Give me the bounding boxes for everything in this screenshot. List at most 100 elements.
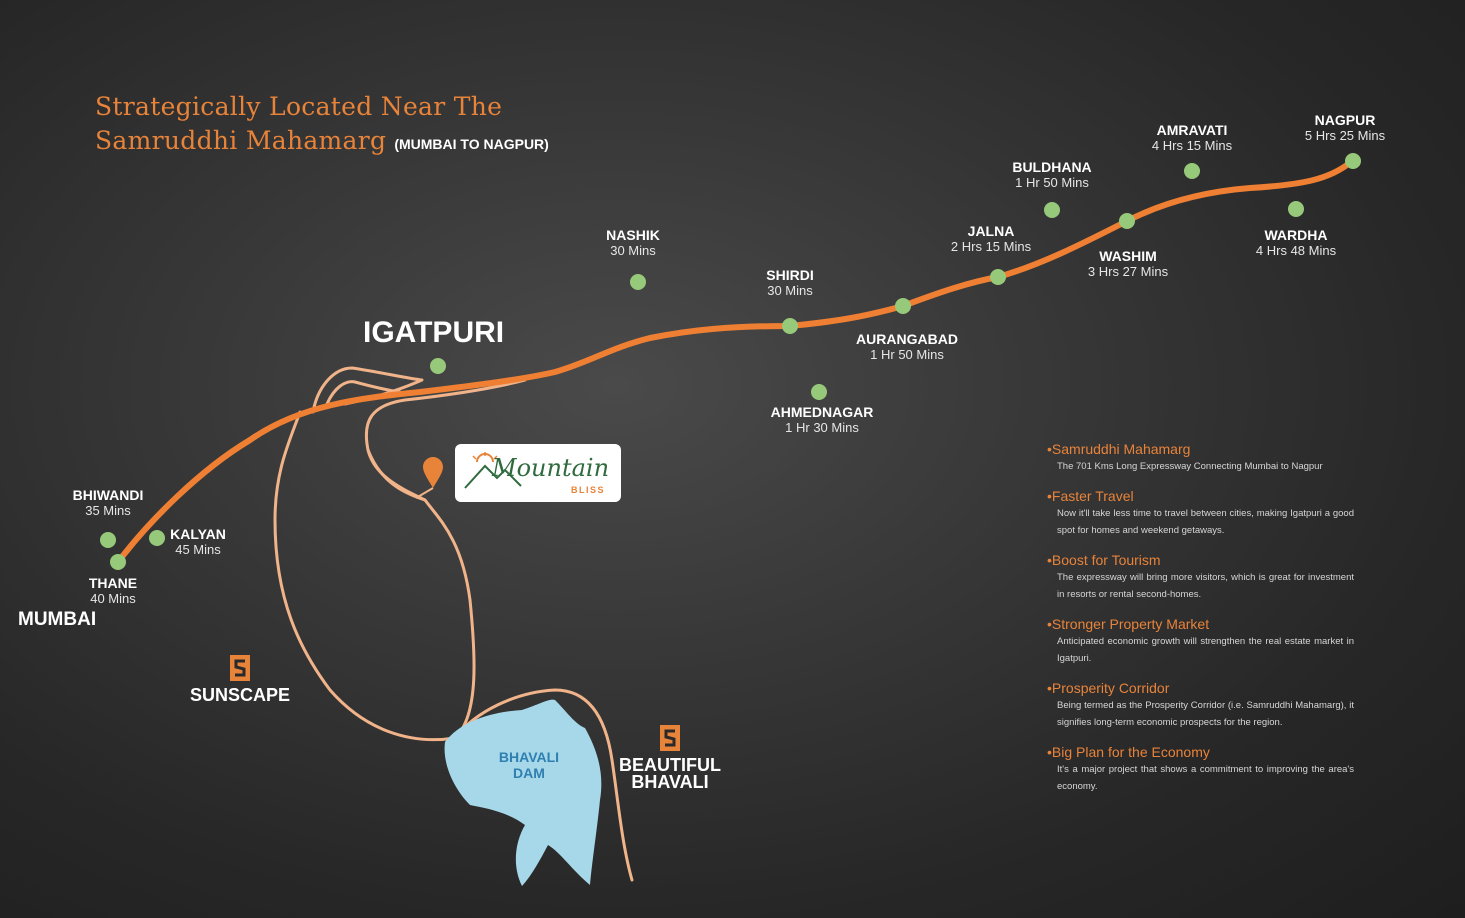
place-time: 1 Hr 50 Mins	[1015, 175, 1089, 190]
place-name: NASHIK	[606, 227, 660, 243]
title-line-1: Strategically Located Near The	[95, 92, 503, 121]
jalna-dot[interactable]	[990, 269, 1006, 285]
benefit-description: The expressway will bring more visitors,…	[1057, 572, 1354, 600]
logo-submark: BLISS	[571, 485, 606, 495]
igatpuri-label: IGATPURI	[363, 316, 505, 349]
place-name: WASHIM	[1099, 248, 1157, 264]
local-road-main-loop	[273, 378, 527, 742]
place-time: 40 Mins	[90, 591, 136, 606]
place-time: 4 Hrs 15 Mins	[1151, 138, 1233, 153]
nagpur-dot[interactable]	[1345, 153, 1361, 169]
benefit-description: It's a major project that shows a commit…	[1057, 764, 1354, 792]
amravati-dot[interactable]	[1184, 163, 1200, 179]
place-nagpur: NAGPUR 5 Hrs 25 Mins	[1305, 112, 1385, 144]
benefit-description: Anticipated economic growth will strengt…	[1057, 636, 1354, 664]
aurangabad-dot[interactable]	[895, 298, 911, 314]
samruddhi-expressway-route	[115, 158, 1355, 565]
logo-wordmark: Mountain	[492, 454, 610, 482]
place-bhiwandi: BHIWANDI 35 Mins	[73, 487, 144, 519]
place-ahmednagar: AHMEDNAGAR 1 Hr 30 Mins	[771, 404, 874, 436]
place-shirdi: SHIRDI 30 Mins	[766, 267, 813, 299]
benefit-description: Being termed as the Prosperity Corridor …	[1057, 700, 1354, 728]
benefit-title: Faster Travel	[1047, 487, 1354, 505]
local-road-junction-loop-inner	[325, 380, 402, 406]
benefit-item: Stronger Property Market Anticipated econ…	[1047, 615, 1354, 667]
sunscape-label: SUNSCAPE	[189, 685, 291, 705]
pin-pointer-line	[415, 487, 434, 499]
sunscape-brand[interactable]: SUNSCAPE	[190, 655, 290, 704]
place-time: 1 Hr 50 Mins	[870, 347, 944, 362]
sunscape-logo-icon	[230, 655, 250, 681]
place-name: AURANGABAD	[856, 331, 958, 347]
benefit-item: Faster Travel Now it'll take less time to…	[1047, 487, 1354, 539]
place-name: THANE	[88, 575, 138, 591]
benefit-title: Samruddhi Mahamarg	[1047, 440, 1354, 458]
place-jalna: JALNA 2 Hrs 15 Mins	[951, 223, 1031, 255]
place-name: AHMEDNAGAR	[770, 404, 874, 420]
beautiful-bhavali-line-1: BEAUTIFUL	[619, 755, 721, 775]
title-subtitle: (MUMBAI TO NAGPUR)	[394, 136, 549, 152]
bhavali-dam-label: BHAVALI DAM	[499, 749, 559, 781]
benefit-item: Samruddhi Mahamarg The 701 Kms Long Expre…	[1047, 440, 1354, 475]
place-nashik: NASHIK 30 Mins	[606, 227, 660, 259]
place-time: 3 Hrs 27 Mins	[1087, 264, 1169, 279]
igatpuri-dot[interactable]	[430, 358, 446, 374]
place-name: SHIRDI	[766, 267, 814, 283]
benefit-title: Prosperity Corridor	[1047, 679, 1354, 697]
dam-label-line-2: DAM	[513, 765, 545, 781]
benefit-item: Prosperity Corridor Being termed as the P…	[1047, 679, 1354, 731]
ahmednagar-dot[interactable]	[811, 384, 827, 400]
place-name: AMRAVATI	[1156, 122, 1228, 138]
place-time: 2 Hrs 15 Mins	[950, 239, 1032, 254]
place-time: 30 Mins	[610, 243, 656, 258]
title-line-2-row: Samruddhi Mahamarg (MUMBAI TO NAGPUR)	[95, 126, 549, 155]
place-wardha: WARDHA 4 Hrs 48 Mins	[1256, 227, 1336, 259]
shirdi-dot[interactable]	[782, 318, 798, 334]
title-line-2: Samruddhi Mahamarg	[95, 126, 387, 155]
place-time: 35 Mins	[85, 503, 131, 518]
benefit-title: Stronger Property Market	[1047, 615, 1354, 633]
place-name: KALYAN	[170, 526, 226, 542]
place-time: 5 Hrs 25 Mins	[1304, 128, 1386, 143]
benefits-list: Samruddhi Mahamarg The 701 Kms Long Expre…	[1047, 440, 1354, 807]
thane-dot[interactable]	[110, 554, 126, 570]
place-name: BULDHANA	[1012, 159, 1092, 175]
benefit-item: Boost for Tourism The expressway will bri…	[1047, 551, 1354, 603]
beautiful-bhavali-brand[interactable]: BEAUTIFUL BHAVALI	[619, 725, 721, 791]
benefit-title: Boost for Tourism	[1047, 551, 1354, 569]
place-buldhana: BULDHANA 1 Hr 50 Mins	[1012, 159, 1091, 191]
benefit-item: Big Plan for the Economy It's a major pro…	[1047, 743, 1354, 795]
place-washim: WASHIM 3 Hrs 27 Mins	[1088, 248, 1168, 280]
place-time: 45 Mins	[175, 542, 221, 557]
mountain-bliss-logo-card[interactable]: Mountain BLISS	[455, 444, 621, 502]
dam-label-line-1: BHAVALI	[498, 749, 560, 765]
benefit-description: The 701 Kms Long Expressway Connecting M…	[1057, 461, 1323, 472]
place-time: 1 Hr 30 Mins	[785, 420, 859, 435]
wardha-dot[interactable]	[1288, 201, 1304, 217]
washim-dot[interactable]	[1119, 213, 1135, 229]
place-name: BHIWANDI	[72, 487, 144, 503]
mountain-sun-logo-icon	[464, 452, 522, 489]
place-amravati: AMRAVATI 4 Hrs 15 Mins	[1152, 122, 1232, 154]
buldhana-dot[interactable]	[1044, 202, 1060, 218]
place-time: 4 Hrs 48 Mins	[1255, 243, 1337, 258]
place-thane: THANE 40 Mins	[89, 575, 137, 607]
place-aurangabad: AURANGABAD 1 Hr 50 Mins	[856, 331, 958, 363]
bhiwandi-dot[interactable]	[100, 532, 116, 548]
place-kalyan: KALYAN 45 Mins	[170, 526, 226, 558]
place-time: 30 Mins	[767, 283, 813, 298]
local-road-project-branch	[366, 448, 427, 502]
beautiful-bhavali-line-2: BHAVALI	[631, 772, 709, 792]
local-road-dam-branch	[453, 688, 634, 882]
nashik-dot[interactable]	[630, 274, 646, 290]
benefit-title: Big Plan for the Economy	[1047, 743, 1354, 761]
bhavali-dam-water	[444, 699, 602, 886]
kalyan-dot[interactable]	[149, 530, 165, 546]
benefit-description: Now it'll take less time to travel betwe…	[1057, 508, 1354, 536]
place-name: WARDHA	[1264, 227, 1328, 243]
beautiful-bhavali-logo-icon	[660, 725, 680, 751]
mumbai-label: MUMBAI	[18, 609, 97, 630]
location-pin-icon	[423, 457, 443, 488]
place-name: JALNA	[967, 223, 1015, 239]
